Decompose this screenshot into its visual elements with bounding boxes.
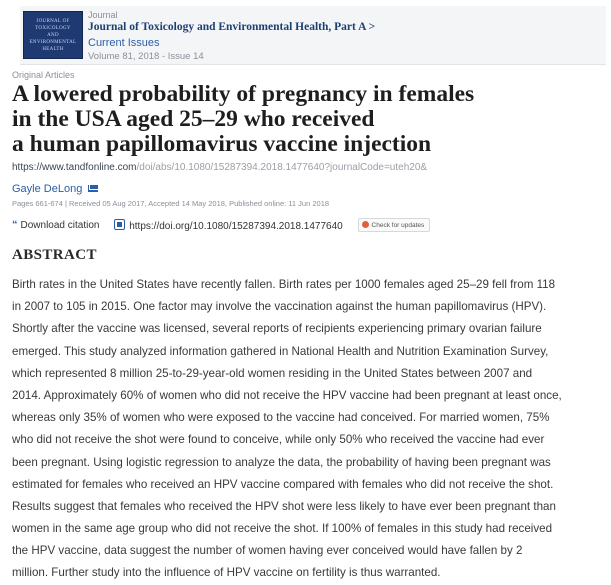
cover-text-line: TOXICOLOGY: [35, 26, 71, 31]
cover-text-line: JOURNAL OF: [36, 19, 70, 24]
abstract-line: Birth rates in the United States have re…: [12, 278, 556, 291]
doi-link-label: https://doi.org/10.1080/15287394.2018.14…: [129, 220, 343, 232]
download-citation-label: Download citation: [20, 220, 100, 231]
abstract-body: Birth rates in the United States have re…: [12, 274, 608, 585]
author-name-link[interactable]: Gayle DeLong: [12, 183, 83, 195]
abstract-line: the HPV vaccine, data suggest the number…: [12, 544, 523, 558]
journal-title-link[interactable]: Journal of Toxicology and Environmental …: [88, 21, 376, 33]
url-host: https://www.tandfonline.com: [12, 162, 137, 173]
cover-text-line: ENVIRONMENTAL: [29, 40, 77, 45]
doi-link[interactable]: https://doi.org/10.1080/15287394.2018.14…: [114, 218, 343, 232]
article-actions: “Download citation https://doi.org/10.10…: [12, 218, 431, 234]
abstract-line: emerged. This study analyzed information…: [12, 344, 549, 358]
abstract-line: women in the same age group who did not …: [12, 522, 553, 536]
doi-link-icon: [114, 218, 126, 230]
check-for-updates-button[interactable]: Check for updates: [357, 218, 431, 232]
download-citation-button[interactable]: “Download citation: [12, 219, 99, 231]
article-url[interactable]: https://www.tandfonline.com/doi/abs/10.1…: [12, 162, 607, 173]
article-title-line: a human papillomavirus vaccine injection: [12, 131, 432, 157]
abstract-line: whereas only 35% of women who were expos…: [12, 411, 550, 425]
check-for-updates-icon: [361, 221, 369, 228]
volume-issue-label: Volume 81, 2018 - Issue 14: [88, 51, 204, 62]
journal-header: JOURNAL OF TOXICOLOGY AND ENVIRONMENTAL …: [20, 6, 606, 65]
journal-cover-thumbnail[interactable]: JOURNAL OF TOXICOLOGY AND ENVIRONMENTAL …: [23, 11, 83, 59]
abstract-line: Results suggest that females who receive…: [12, 499, 556, 513]
abstract-line: estimated for females who received an HP…: [12, 477, 554, 491]
abstract-line: who did not receive the shot were found …: [12, 433, 545, 447]
article-title-line: in the USA aged 25–29 who received: [12, 106, 375, 132]
download-citation-icon: “: [12, 219, 18, 231]
author-row: Gayle DeLong: [12, 183, 99, 195]
article-page: JOURNAL OF TOXICOLOGY AND ENVIRONMENTAL …: [12, 6, 607, 579]
url-path: /doi/abs/10.1080/15287394.2018.1477640?j…: [136, 162, 428, 173]
publication-history: Pages 661-674 | Received 05 Aug 2017, Ac…: [12, 199, 330, 208]
cover-text-line: AND: [47, 33, 59, 38]
journal-kicker-label: Journal: [88, 10, 118, 20]
check-for-updates-label: Check for updates: [371, 222, 425, 229]
abstract-line: million. Further study into the influenc…: [12, 566, 441, 580]
abstract-line: Shortly after the vaccine was licensed, …: [12, 322, 542, 336]
mail-icon[interactable]: [88, 185, 99, 192]
current-issues-link[interactable]: Current Issues: [88, 37, 160, 49]
cover-text-line: HEALTH: [42, 47, 64, 52]
abstract-line: which represented 8 million 25-to-29-yea…: [12, 366, 533, 380]
abstract-line: 2014. Approximately 60% of women who did…: [12, 388, 562, 402]
abstract-line: in 2007 to 105 in 2015. One factor may i…: [12, 300, 547, 314]
abstract-heading: ABSTRACT: [12, 247, 97, 263]
abstract-line: been pregnant. Using logistic regression…: [12, 455, 551, 469]
article-title: A lowered probability of pregnancy in fe…: [12, 82, 572, 157]
article-title-line: A lowered probability of pregnancy in fe…: [12, 81, 475, 107]
article-type-label: Original Articles: [12, 70, 75, 80]
